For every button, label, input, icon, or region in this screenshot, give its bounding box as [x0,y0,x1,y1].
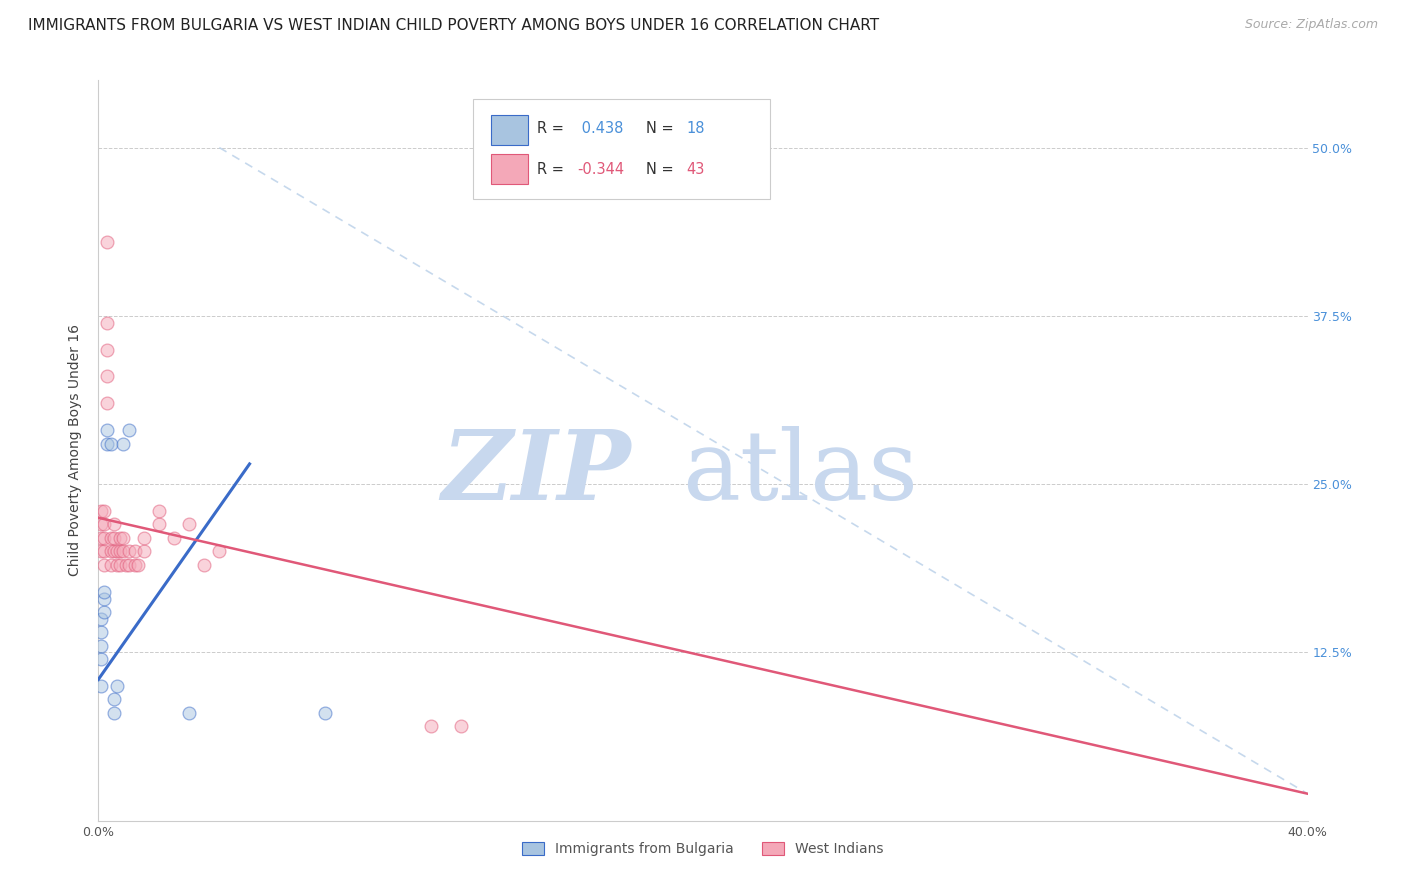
Point [111,544,134,558]
Point [96,235,118,249]
Point [90,652,112,666]
Point [105,679,128,693]
Point [93,544,115,558]
Point [103,517,125,532]
Text: N =: N = [647,121,673,136]
Point [100,436,122,450]
Point [93,531,115,545]
Point [108,558,131,572]
Point [90,612,112,626]
Point [132,544,155,558]
Point [193,558,215,572]
Point [103,692,125,706]
Point [96,436,118,450]
Point [90,625,112,640]
Point [124,558,146,572]
FancyBboxPatch shape [492,154,527,184]
Point [93,605,115,619]
Text: N =: N = [647,161,673,177]
Point [103,544,125,558]
Point [132,531,155,545]
Point [93,504,115,518]
FancyBboxPatch shape [492,115,527,145]
Text: 43: 43 [686,161,704,177]
Legend: Immigrants from Bulgaria, West Indians: Immigrants from Bulgaria, West Indians [516,837,890,862]
Point [420,719,443,733]
Point [108,544,131,558]
Text: atlas: atlas [682,425,918,520]
Point [148,504,170,518]
Point [96,343,118,357]
Point [90,504,112,518]
FancyBboxPatch shape [474,99,769,199]
Text: R =: R = [537,121,564,136]
Point [179,517,201,532]
Point [90,544,112,558]
Point [100,544,122,558]
Point [93,584,115,599]
Text: ZIP: ZIP [441,425,630,520]
Point [108,531,131,545]
Text: IMMIGRANTS FROM BULGARIA VS WEST INDIAN CHILD POVERTY AMONG BOYS UNDER 16 CORREL: IMMIGRANTS FROM BULGARIA VS WEST INDIAN … [28,18,879,33]
Point [118,558,141,572]
Point [124,544,146,558]
Text: 18: 18 [686,121,704,136]
Point [93,517,115,532]
Point [100,558,122,572]
Point [148,517,170,532]
Point [96,316,118,330]
Point [111,436,134,450]
Point [103,706,125,720]
Point [163,531,186,545]
Point [96,423,118,437]
Point [208,544,231,558]
Text: R =: R = [537,161,564,177]
Point [93,558,115,572]
Point [90,531,112,545]
Point [90,639,112,653]
Point [105,544,128,558]
Point [90,679,112,693]
Point [93,591,115,606]
Point [111,531,134,545]
Point [314,706,336,720]
Point [127,558,149,572]
Point [100,531,122,545]
Point [179,706,201,720]
Point [96,396,118,410]
Point [118,544,141,558]
Point [450,719,472,733]
Text: Source: ZipAtlas.com: Source: ZipAtlas.com [1244,18,1378,31]
Y-axis label: Child Poverty Among Boys Under 16: Child Poverty Among Boys Under 16 [69,325,83,576]
Point [114,558,136,572]
Point [105,558,128,572]
Text: 0.438: 0.438 [578,121,624,136]
Point [96,369,118,384]
Point [118,423,141,437]
Text: -0.344: -0.344 [578,161,624,177]
Point [90,517,112,532]
Point [103,531,125,545]
